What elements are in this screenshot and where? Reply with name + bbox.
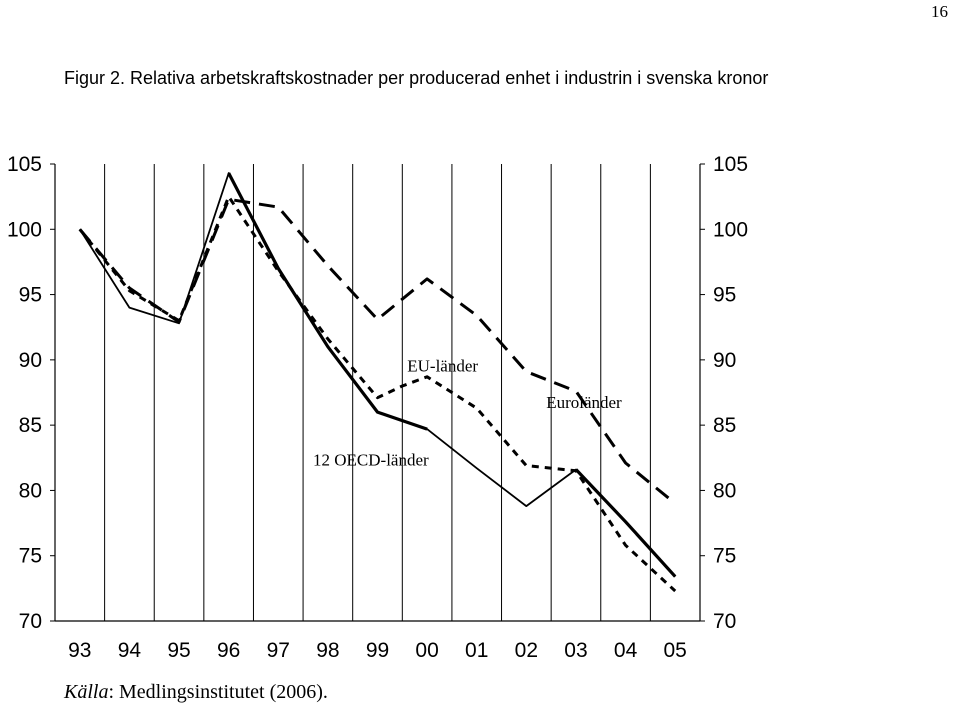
page-number: 16 xyxy=(931,2,948,21)
y-tick-label-right: 100 xyxy=(713,218,748,241)
y-tick-label-left: 90 xyxy=(19,349,42,372)
y-tick-label-right: 105 xyxy=(713,153,748,176)
y-tick-label-right: 80 xyxy=(713,479,736,502)
y-tick-label-left: 85 xyxy=(19,414,42,437)
x-tick-label: 95 xyxy=(167,639,190,662)
y-tick-label-left: 100 xyxy=(7,218,42,241)
chart-title: Figur 2. Relativa arbetskraftskostnader … xyxy=(64,68,769,88)
y-tick-label-left: 105 xyxy=(7,153,42,176)
y-tick-label-left: 75 xyxy=(19,545,42,568)
x-tick-label: 93 xyxy=(68,639,91,662)
x-tick-label: 96 xyxy=(217,639,240,662)
series-line-12-oecd-länder xyxy=(79,172,676,578)
series-label: 12 OECD-länder xyxy=(313,451,429,470)
x-tick-label: 00 xyxy=(415,639,438,662)
x-tick-label: 94 xyxy=(118,639,142,662)
y-tick-label-left: 80 xyxy=(19,479,42,502)
x-tick-label: 02 xyxy=(515,639,538,662)
y-tick-label-right: 75 xyxy=(713,545,736,568)
y-tick-label-left: 70 xyxy=(19,610,42,633)
x-tick-label: 01 xyxy=(465,639,488,662)
x-tick-label: 04 xyxy=(614,639,638,662)
series-line-euroländer xyxy=(78,197,677,505)
y-tick-label-right: 85 xyxy=(713,414,736,437)
x-tick-label: 99 xyxy=(366,639,389,662)
vertical-gridlines xyxy=(104,164,651,621)
x-tick-label: 98 xyxy=(316,639,339,662)
y-axis-left-ticks: 70 75 80 85 90 95 100 105 xyxy=(7,153,55,633)
y-axis-right-ticks: 70 75 80 85 90 95 100 105 xyxy=(700,153,748,633)
x-axis-ticks: 93 94 95 96 97 98 99 00 01 02 03 04 05 xyxy=(68,639,687,662)
series-line-highlight xyxy=(227,172,428,431)
y-tick-label-right: 90 xyxy=(713,349,736,372)
series-label: EU-länder xyxy=(407,357,478,376)
source-label: Källa xyxy=(64,681,109,703)
x-tick-label: 05 xyxy=(664,639,687,662)
y-tick-label-left: 95 xyxy=(19,284,42,307)
x-tick-label: 03 xyxy=(564,639,587,662)
series-label: Euroländer xyxy=(546,393,622,412)
series-line-highlight xyxy=(574,468,677,578)
chart-axes xyxy=(54,164,701,622)
series-lines xyxy=(78,172,677,593)
y-tick-label-right: 95 xyxy=(713,284,736,307)
y-tick-label-right: 70 xyxy=(713,610,736,633)
x-tick-label: 97 xyxy=(267,639,290,662)
source-note: Källa: Medlingsinstitutet (2006). xyxy=(64,681,328,704)
series-annotations: EU-länder Euroländer 12 OECD-länder xyxy=(313,357,622,470)
source-text: : Medlingsinstitutet (2006). xyxy=(108,681,328,703)
